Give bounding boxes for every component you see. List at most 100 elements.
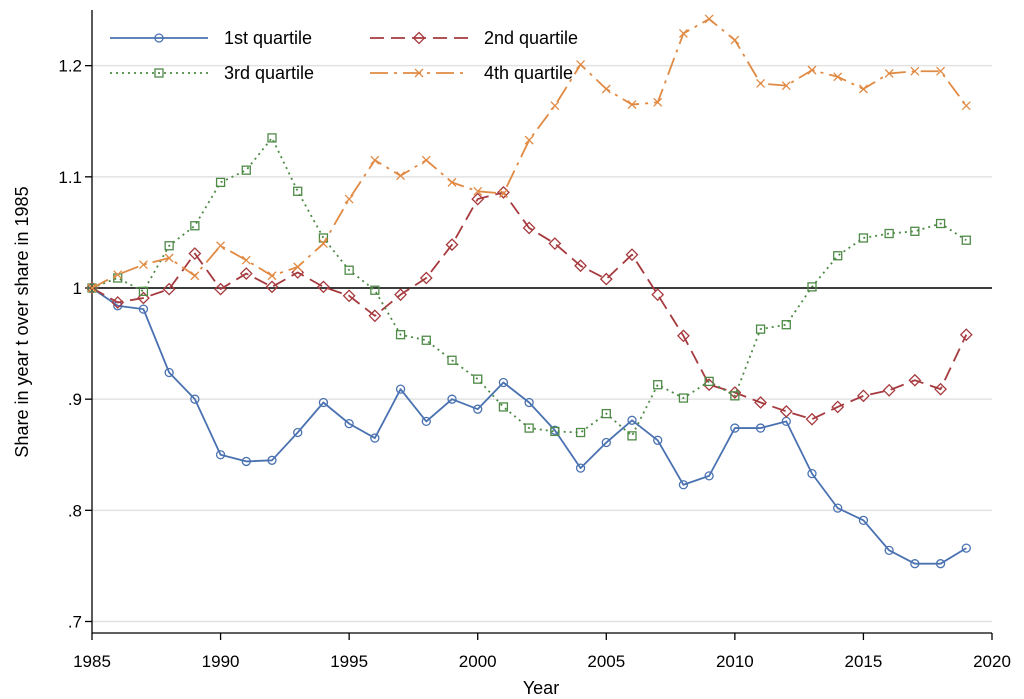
data-point (704, 376, 714, 387)
data-point (677, 329, 690, 343)
data-point (781, 81, 791, 91)
data-point (910, 226, 920, 236)
data-point (267, 133, 277, 143)
data-point (342, 289, 356, 303)
data-point (370, 285, 380, 295)
data-point (576, 60, 586, 70)
data-point (961, 235, 971, 245)
data-point (498, 377, 509, 388)
data-point (344, 194, 354, 204)
data-point (370, 433, 380, 443)
data-point (137, 291, 150, 305)
data-point (395, 384, 406, 394)
series-line (91, 287, 967, 565)
y-tick-label: 1 (73, 279, 82, 298)
data-point (601, 84, 611, 94)
data-point (805, 412, 819, 426)
data-point (935, 559, 946, 569)
data-point (831, 400, 845, 414)
data-point (87, 283, 97, 293)
data-point (241, 456, 251, 467)
legend-label: 3rd quartile (224, 63, 314, 83)
series-layer (85, 14, 973, 569)
series-3rd-quartile (87, 133, 971, 441)
x-tick-label: 2015 (845, 652, 883, 671)
series-4th-quartile (87, 14, 971, 293)
legend-item: 3rd quartile (110, 63, 314, 83)
data-point (678, 393, 689, 403)
data-point (293, 186, 303, 196)
data-point (599, 272, 613, 286)
axes (91, 10, 992, 634)
data-point (884, 228, 894, 239)
data-point (934, 382, 947, 396)
data-point (214, 282, 227, 296)
data-point (162, 282, 176, 296)
data-point (833, 503, 843, 513)
data-point (524, 423, 534, 433)
data-point (575, 427, 586, 438)
data-point (164, 367, 174, 378)
data-point (154, 33, 164, 43)
x-tick-label: 2000 (459, 652, 497, 671)
data-point (215, 177, 226, 188)
data-point (524, 397, 534, 408)
data-point (190, 271, 200, 281)
data-point (627, 431, 637, 441)
data-point (548, 237, 562, 250)
data-point (704, 471, 714, 481)
data-point (627, 100, 637, 110)
data-point (730, 391, 740, 401)
data-point (910, 66, 920, 76)
data-point (550, 426, 560, 437)
series-line (91, 191, 968, 421)
data-point (215, 450, 226, 460)
data-point (575, 463, 586, 473)
data-point (138, 304, 149, 314)
data-point (111, 296, 125, 309)
y-axis-title: Share in year t over share in 1985 (12, 186, 32, 457)
data-point (473, 186, 483, 196)
data-point (138, 260, 148, 270)
data-point (293, 262, 303, 272)
data-point (113, 270, 123, 280)
data-point (190, 394, 200, 404)
data-point (807, 468, 817, 479)
data-point (807, 282, 817, 292)
data-point (267, 455, 277, 465)
y-tick-label: .8 (68, 501, 82, 520)
y-tick-label: .9 (68, 390, 82, 409)
x-axis-title: Year (523, 678, 559, 698)
data-point (421, 335, 431, 345)
data-point (421, 416, 431, 427)
data-point (781, 320, 791, 330)
data-point (961, 101, 971, 111)
data-point (447, 177, 457, 187)
data-point (239, 267, 253, 280)
series-2nd-quartile (85, 185, 973, 426)
series-line (91, 18, 968, 289)
data-point (164, 253, 174, 263)
data-point (293, 427, 303, 438)
y-tick-label: 1.2 (58, 57, 82, 76)
data-point (498, 402, 509, 412)
data-point (498, 189, 508, 198)
data-point (730, 35, 740, 45)
data-point (522, 221, 536, 235)
data-point (188, 247, 202, 260)
data-point (370, 155, 380, 165)
data-point (344, 265, 354, 275)
data-point (412, 31, 426, 45)
data-point (414, 68, 424, 78)
legend-label: 4th quartile (484, 63, 573, 83)
data-point (704, 14, 714, 24)
x-tick-label: 1985 (73, 652, 111, 671)
data-point (164, 241, 174, 251)
data-point (936, 66, 946, 76)
data-point (678, 480, 689, 490)
data-point (653, 380, 663, 390)
data-point (447, 355, 457, 365)
y-tick-label: 1.1 (58, 168, 82, 187)
data-point (317, 280, 330, 294)
